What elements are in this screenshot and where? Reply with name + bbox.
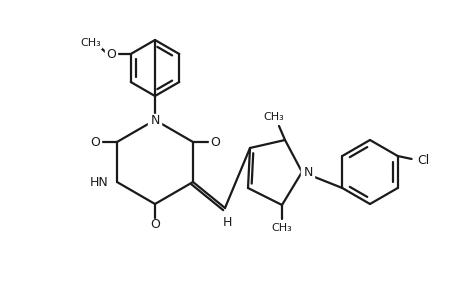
Bar <box>88 176 110 188</box>
Text: O: O <box>90 136 100 148</box>
Bar <box>149 218 161 230</box>
Text: O: O <box>106 47 115 61</box>
Text: O: O <box>210 136 219 148</box>
Bar <box>105 49 117 59</box>
Bar <box>89 136 101 148</box>
Bar <box>412 154 434 166</box>
Bar <box>301 166 314 178</box>
Text: O: O <box>150 218 160 230</box>
Text: H: H <box>222 215 231 229</box>
Text: CH₃: CH₃ <box>271 223 292 233</box>
Text: N: N <box>302 166 312 178</box>
Bar <box>263 111 282 123</box>
Text: CH₃: CH₃ <box>263 112 284 122</box>
Text: CH₃: CH₃ <box>80 38 101 48</box>
Bar <box>148 114 161 126</box>
Bar <box>271 221 291 233</box>
Text: Cl: Cl <box>417 154 429 166</box>
Bar <box>78 36 101 48</box>
Text: N: N <box>150 113 159 127</box>
Bar <box>208 136 220 148</box>
Text: HN: HN <box>90 176 108 188</box>
